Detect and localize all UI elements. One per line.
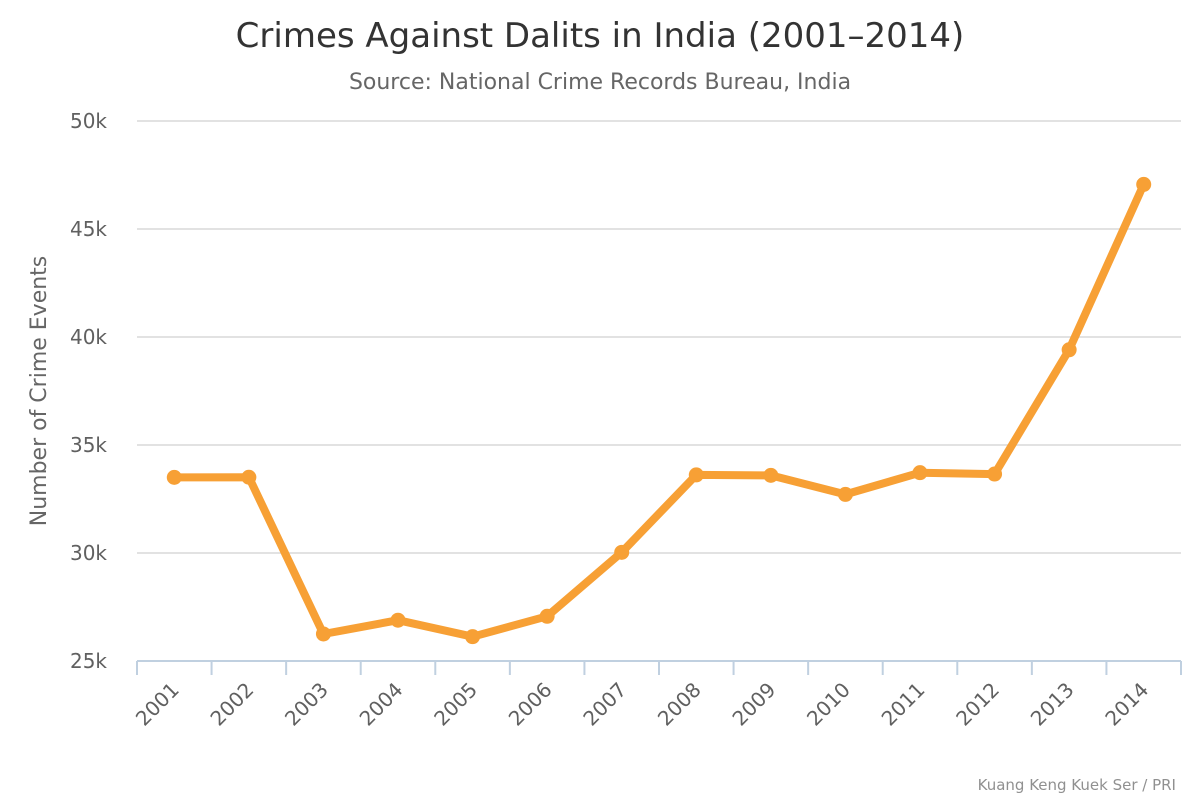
x-tick-label: 2008 bbox=[653, 678, 706, 731]
chart-credit: Kuang Keng Kuek Ser / PRI bbox=[978, 776, 1176, 794]
x-tick-label: 2010 bbox=[802, 678, 855, 731]
y-tick-label: 25k bbox=[70, 649, 107, 673]
x-axis: 2001 2002 2003 2004 2005 2006 2007 2008 2009 2010… bbox=[131, 660, 1182, 731]
x-tick-label: 2012 bbox=[951, 678, 1004, 731]
data-point bbox=[987, 466, 1003, 482]
data-point bbox=[912, 465, 928, 481]
y-tick-label: 50k bbox=[70, 109, 107, 133]
x-tick-label: 2007 bbox=[578, 678, 631, 731]
data-point bbox=[837, 486, 853, 502]
series-layer bbox=[166, 176, 1152, 645]
y-axis-title: Number of Crime Events bbox=[27, 256, 52, 527]
y-tick-label: 35k bbox=[70, 433, 107, 457]
y-tick-label: 40k bbox=[70, 325, 107, 349]
data-point bbox=[614, 544, 630, 560]
data-point bbox=[166, 469, 182, 485]
data-point bbox=[539, 608, 555, 624]
x-tick-label: 2013 bbox=[1026, 678, 1079, 731]
y-tick-label: 45k bbox=[70, 217, 107, 241]
data-point bbox=[315, 626, 331, 642]
data-point bbox=[1136, 176, 1152, 192]
data-point bbox=[390, 612, 406, 628]
x-tick-label: 2009 bbox=[727, 678, 780, 731]
chart-title: Crimes Against Dalits in India (2001–201… bbox=[236, 16, 965, 56]
x-tick-label: 2006 bbox=[504, 678, 557, 731]
data-point bbox=[763, 467, 779, 483]
data-point bbox=[688, 467, 704, 483]
x-tick-label: 2004 bbox=[355, 678, 408, 731]
data-point bbox=[1061, 342, 1077, 358]
y-tick-label: 30k bbox=[70, 541, 107, 565]
x-tick-label: 2011 bbox=[877, 678, 930, 731]
series-line bbox=[170, 180, 1148, 641]
x-tick-label: 2002 bbox=[205, 678, 258, 731]
x-tick-label: 2005 bbox=[429, 678, 482, 731]
x-tick-label: 2001 bbox=[131, 678, 184, 731]
grid-lines bbox=[137, 120, 1181, 554]
x-tick-label: 2003 bbox=[280, 678, 333, 731]
chart-subtitle: Source: National Crime Records Bureau, I… bbox=[349, 70, 851, 95]
data-point bbox=[241, 469, 257, 485]
y-axis-ticks: 25k 30k 35k 40k 45k 50k bbox=[70, 109, 107, 673]
x-tick-label: 2014 bbox=[1100, 678, 1153, 731]
data-point bbox=[465, 629, 481, 645]
